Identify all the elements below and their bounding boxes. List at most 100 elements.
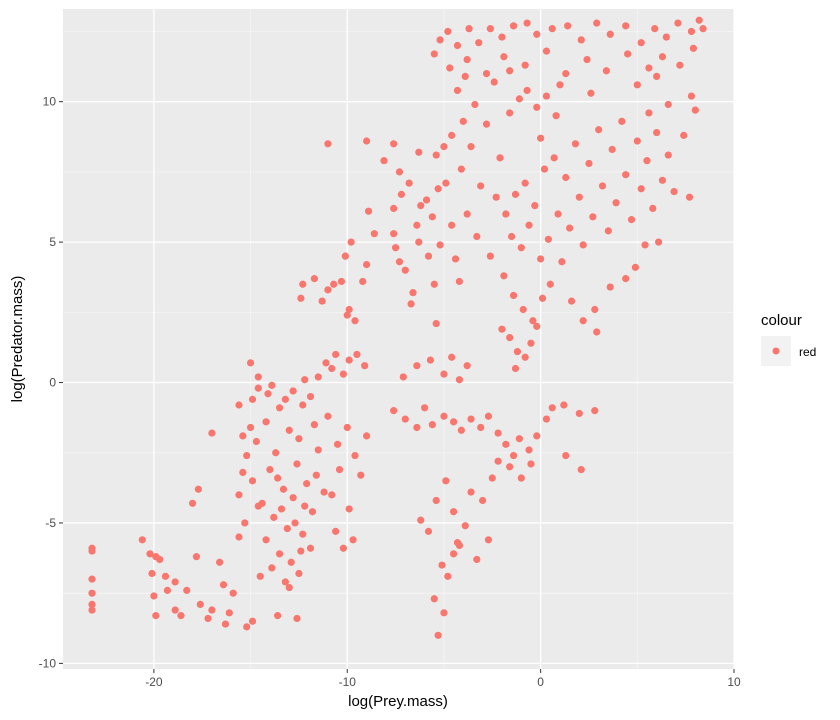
y-axis-title: log(Predator.mass) xyxy=(9,276,26,403)
data-point xyxy=(310,275,318,283)
data-point xyxy=(320,488,328,496)
data-point xyxy=(670,187,678,196)
data-point xyxy=(509,22,518,30)
data-point xyxy=(577,36,585,44)
y-tick-label: -10 xyxy=(39,656,57,670)
data-point xyxy=(299,280,307,288)
data-point xyxy=(442,179,450,187)
plot-panel xyxy=(63,9,734,669)
major-gridlines xyxy=(63,9,735,669)
data-point xyxy=(440,370,448,378)
data-point xyxy=(293,460,301,468)
data-point xyxy=(268,381,276,389)
data-point xyxy=(436,241,444,249)
data-point xyxy=(390,407,398,415)
data-point xyxy=(685,193,694,201)
data-point xyxy=(465,25,473,33)
data-point xyxy=(494,429,502,437)
data-point xyxy=(699,25,707,33)
data-point xyxy=(517,474,525,482)
data-point xyxy=(152,612,160,620)
data-point xyxy=(188,499,197,507)
data-point xyxy=(324,412,332,420)
data-point xyxy=(289,494,297,502)
x-tick-label: -10 xyxy=(339,675,357,689)
data-point xyxy=(631,263,639,271)
data-point xyxy=(235,491,243,499)
data-point xyxy=(362,432,371,440)
data-point xyxy=(146,550,154,558)
data-point xyxy=(459,117,467,125)
data-point xyxy=(521,353,529,361)
data-point xyxy=(216,558,224,566)
data-point xyxy=(343,311,351,319)
data-point xyxy=(637,39,645,47)
data-point xyxy=(542,92,551,100)
data-point xyxy=(341,252,349,260)
data-point xyxy=(579,241,587,249)
data-point xyxy=(579,317,587,325)
data-point xyxy=(517,244,525,252)
data-point xyxy=(266,465,274,474)
data-point xyxy=(343,423,351,432)
data-point xyxy=(390,140,398,148)
data-point xyxy=(362,260,371,269)
data-point xyxy=(554,210,562,218)
data-point xyxy=(171,578,179,586)
data-point xyxy=(506,463,514,471)
data-point xyxy=(256,572,264,580)
data-point xyxy=(219,581,228,589)
data-point xyxy=(274,612,282,620)
x-axis-title: log(Prey.mass) xyxy=(348,693,448,710)
data-point xyxy=(270,513,278,521)
data-point xyxy=(591,407,599,415)
data-point xyxy=(194,485,202,493)
data-point xyxy=(575,193,583,201)
data-point xyxy=(442,477,450,485)
data-point xyxy=(293,614,301,623)
data-point xyxy=(457,426,465,434)
data-point xyxy=(612,199,620,207)
data-point xyxy=(208,429,216,437)
data-point xyxy=(509,451,518,460)
minor-gridlines xyxy=(63,9,734,669)
data-point xyxy=(475,39,483,47)
data-point xyxy=(486,252,494,260)
data-point xyxy=(246,423,255,432)
data-point xyxy=(285,426,293,434)
data-point xyxy=(598,182,607,190)
data-point xyxy=(390,230,398,238)
data-point xyxy=(455,541,464,550)
data-point xyxy=(546,280,554,288)
data-point xyxy=(453,86,462,95)
data-point xyxy=(544,235,552,243)
data-point xyxy=(664,151,672,159)
data-point xyxy=(513,348,522,356)
data-point xyxy=(401,415,409,423)
data-point xyxy=(345,305,353,314)
data-point xyxy=(306,544,315,552)
data-point xyxy=(395,168,404,176)
data-point xyxy=(432,151,440,159)
data-point xyxy=(444,27,452,36)
data-point xyxy=(542,47,551,55)
data-point xyxy=(606,30,614,38)
data-point xyxy=(415,238,423,246)
data-point xyxy=(318,297,326,305)
data-point xyxy=(467,143,475,151)
data-point xyxy=(440,609,448,617)
data-point xyxy=(486,25,494,33)
x-axis-ticks: -20 -10 0 10 xyxy=(145,669,741,689)
data-point xyxy=(324,140,332,148)
data-point xyxy=(502,440,510,448)
data-point xyxy=(633,137,641,145)
data-point xyxy=(432,496,440,505)
data-point xyxy=(676,61,684,69)
data-point xyxy=(246,359,255,367)
data-point xyxy=(533,103,541,111)
data-point xyxy=(390,204,398,213)
data-point xyxy=(171,606,179,614)
data-point xyxy=(272,449,280,457)
data-point xyxy=(533,30,541,38)
data-point xyxy=(297,294,305,302)
